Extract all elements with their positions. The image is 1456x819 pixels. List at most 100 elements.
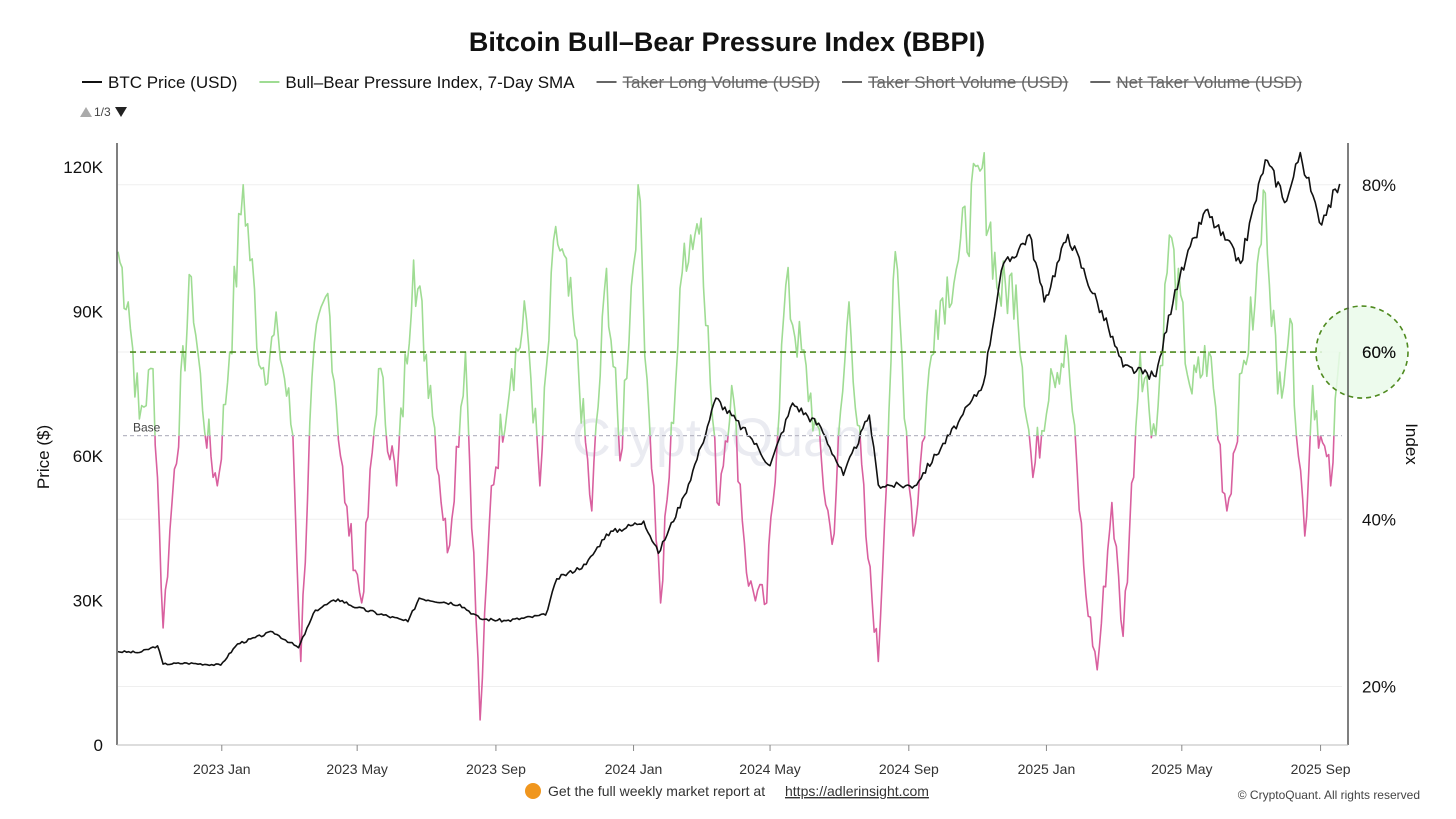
y-left-tick-label: 30K [73, 592, 104, 611]
bbpi-bear-segment [1216, 435, 1239, 512]
y-left-ticks: 0 30K 60K 90K 120K [63, 158, 103, 755]
bbpi-bull-segment [117, 251, 156, 436]
bbpi-bear-segment [292, 435, 311, 663]
legend-item-1[interactable]: Bull–Bear Pressure Index, 7-Day SMA [259, 73, 575, 92]
y-right-tick-label: 80% [1362, 176, 1396, 195]
x-tick-label: 2025 Sep [1291, 761, 1351, 777]
bbpi-bull-segment [308, 292, 339, 436]
bbpi-bull-segment [503, 300, 538, 436]
bbpi-bull-segment [398, 259, 436, 436]
pager-down-icon[interactable] [115, 107, 127, 117]
bbpi-bull-segment [887, 250, 908, 436]
bbpi-bear-segment [1150, 435, 1153, 439]
x-tick-label: 2024 May [739, 761, 800, 777]
bbpi-bull-segment [206, 418, 211, 436]
bbpi-bear-segment [154, 435, 180, 629]
footer-text: Get the full weekly market report at [548, 783, 765, 799]
y-left-tick-label: 120K [63, 158, 103, 177]
bbpi-bull-segment [776, 266, 821, 436]
pager-label: 1/3 [94, 105, 111, 119]
x-tick-label: 2024 Sep [879, 761, 939, 777]
bbpi-bear-segment [905, 435, 926, 537]
bbpi-bear-segment [467, 435, 501, 721]
x-tick-label: 2023 Jan [193, 761, 251, 777]
bbpi-bull-segment [372, 367, 388, 436]
pager-up-icon[interactable] [80, 107, 92, 117]
threshold-label: 60% [1362, 343, 1396, 362]
reference-lines: Base 60% [123, 305, 1409, 437]
x-tick-label: 2025 Jan [1018, 761, 1076, 777]
bbpi-bear-segment [1319, 435, 1335, 487]
bbpi-series [117, 152, 1341, 721]
bbpi-bull-segment [1236, 189, 1298, 436]
legend-item-0[interactable]: BTC Price (USD) [82, 73, 237, 92]
bbpi-bear-segment [1028, 435, 1038, 479]
legend-item-3[interactable]: Taker Short Volume (USD) [842, 73, 1069, 92]
y-right-tick-label: 40% [1362, 510, 1396, 529]
bbpi-bull-segment [1134, 351, 1152, 436]
bbpi-bull-segment [621, 184, 651, 436]
x-tick-label: 2023 Sep [466, 761, 526, 777]
chart-legend[interactable]: BTC Price (USD) Bull–Bear Pressure Index,… [82, 73, 1303, 92]
bbpi-bull-segment [458, 351, 470, 436]
bbpi-bear-segment [584, 435, 597, 512]
legend-pager[interactable]: 1/3 [80, 105, 127, 119]
bbpi-bull-segment [1150, 234, 1219, 437]
bbpi-bear-segment [204, 435, 209, 449]
bbpi-bear-segment [649, 435, 672, 604]
bbpi-bull-segment [594, 267, 620, 436]
bbpi-bear-segment [536, 435, 544, 487]
x-tick-label: 2025 May [1151, 761, 1212, 777]
x-ticks: 2023 Jan 2023 May 2023 Sep 2024 Jan 2024 May… [193, 745, 1351, 777]
bbpi-bear-segment [1074, 435, 1137, 671]
bbpi-bull-segment [923, 152, 1031, 436]
btc-price-line [117, 151, 1341, 667]
y-right-ticks: 20% 40% 60% 80% [1362, 176, 1396, 697]
x-tick-label: 2024 Jan [605, 761, 663, 777]
bbpi-bull-segment [670, 217, 716, 436]
x-tick-label: 2023 May [326, 761, 387, 777]
bbpi-bear-segment [434, 435, 461, 554]
base-label: Base [133, 421, 161, 435]
bbpi-bull-segment [541, 225, 586, 436]
y-left-tick-label: 60K [73, 447, 104, 466]
bbpi-bear-segment [385, 435, 401, 487]
bbpi-bear-segment [617, 435, 624, 462]
legend-item-2[interactable]: Taker Long Volume (USD) [596, 73, 821, 92]
y-right-tick-label: 60% [1362, 343, 1396, 362]
bbpi-bull-segment [178, 273, 206, 436]
legend-item-4[interactable]: Net Taker Volume (USD) [1090, 73, 1303, 92]
bbpi-bear-segment [1295, 435, 1311, 537]
legend-label: Bull–Bear Pressure Index, 7-Day SMA [285, 73, 575, 92]
footer-link[interactable]: https://adlerinsight.com [785, 783, 929, 799]
bbpi-bear-segment [735, 435, 779, 606]
bbpi-bull-segment [837, 301, 861, 436]
y-right-axis-title: Index [1402, 423, 1421, 465]
bbpi-bear-segment [337, 435, 375, 604]
threshold-highlight-circle [1315, 305, 1409, 399]
bbpi-bull-segment [1309, 384, 1319, 436]
bbpi-bear-segment [1317, 435, 1322, 449]
price-series [117, 151, 1341, 667]
chart-title: Bitcoin Bull–Bear Pressure Index (BBPI) [469, 27, 985, 57]
bbpi-bear-segment [713, 435, 729, 507]
bbpi-bear-segment [819, 435, 840, 546]
bbpi-bear-segment [859, 435, 889, 663]
footer: Get the full weekly market report at htt… [525, 783, 1420, 802]
y-left-tick-label: 0 [94, 736, 103, 755]
copyright: © CryptoQuant. All rights reserved [1238, 788, 1420, 802]
bbpi-bull-segment [498, 413, 503, 436]
y-left-tick-label: 90K [73, 303, 104, 322]
bbpi-bull-segment [727, 384, 738, 436]
bbpi-bear-segment [501, 435, 505, 443]
orange-dot-icon [525, 783, 541, 799]
bbpi-bull-segment [1036, 426, 1039, 436]
bbpi-bear-segment [1037, 435, 1043, 459]
y-left-axis-title: Price ($) [34, 425, 53, 489]
bbpi-bear-segment [209, 435, 224, 487]
bbpi-bull-segment [1040, 334, 1076, 436]
bbpi-bull-segment [221, 184, 294, 436]
y-right-tick-label: 20% [1362, 677, 1396, 696]
legend-label: BTC Price (USD) [108, 73, 237, 92]
